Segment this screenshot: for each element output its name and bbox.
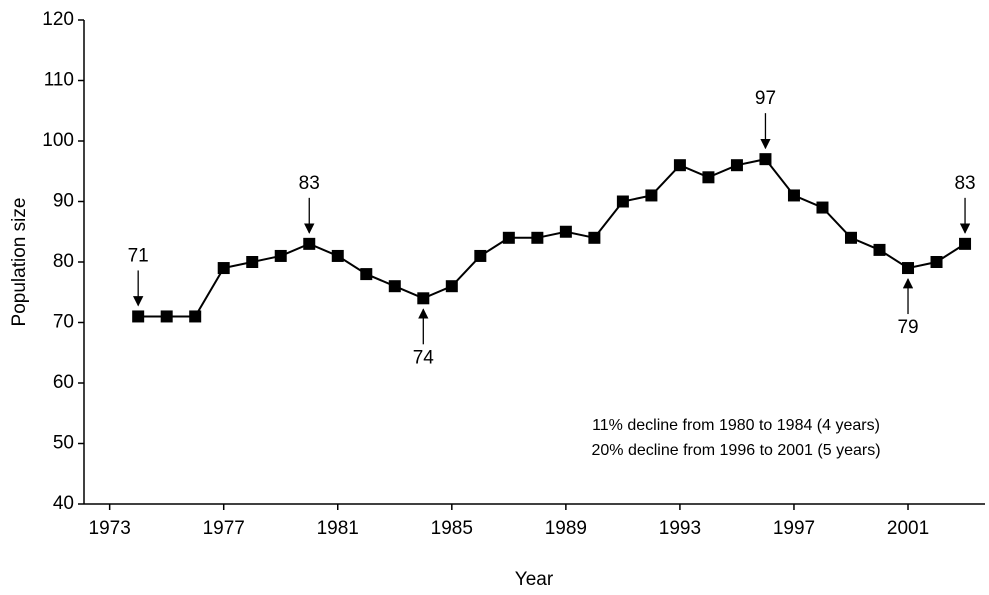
point-marker xyxy=(274,249,287,262)
x-tick-label: 1977 xyxy=(203,518,245,539)
point-marker xyxy=(959,237,972,250)
y-tick-label: 110 xyxy=(44,70,74,91)
point-marker xyxy=(246,256,259,268)
point-marker xyxy=(132,310,145,323)
point-marker xyxy=(331,249,344,262)
note: 20% decline from 1996 to 2001 (5 years) xyxy=(591,442,880,459)
point-marker xyxy=(673,159,686,172)
x-axis-title: Year xyxy=(515,569,554,590)
point-marker xyxy=(645,189,658,202)
point-marker xyxy=(759,153,772,166)
x-tick-label: 1973 xyxy=(89,518,131,539)
point-marker xyxy=(360,268,373,281)
point-marker xyxy=(702,171,715,184)
note: 11% decline from 1980 to 1984 (4 years) xyxy=(592,417,880,434)
annotation-label: 83 xyxy=(299,173,320,194)
point-marker xyxy=(930,256,943,268)
point-marker xyxy=(474,249,487,262)
x-tick-label: 1981 xyxy=(317,518,359,539)
point-marker xyxy=(502,231,515,244)
point-marker xyxy=(873,243,886,256)
point-marker xyxy=(902,262,915,275)
annotation-label: 97 xyxy=(755,88,776,109)
y-tick-label: 40 xyxy=(53,493,74,514)
x-tick-label: 1997 xyxy=(773,518,815,539)
x-tick-label: 2001 xyxy=(887,518,929,539)
series-line xyxy=(138,158,966,318)
point-marker xyxy=(531,231,544,244)
annotation-label: 83 xyxy=(954,173,975,194)
point-marker xyxy=(816,201,829,214)
point-marker xyxy=(730,159,743,172)
y-tick-label: 80 xyxy=(53,251,74,272)
point-marker xyxy=(588,231,601,244)
y-tick-label: 120 xyxy=(42,9,74,30)
point-marker xyxy=(217,262,230,275)
x-tick-label: 1989 xyxy=(545,518,587,539)
point-marker xyxy=(160,310,173,323)
point-marker xyxy=(417,292,430,305)
y-tick-label: 60 xyxy=(53,372,74,393)
y-axis-title: Population size xyxy=(9,198,30,327)
point-marker xyxy=(787,189,800,202)
point-marker xyxy=(616,195,629,208)
y-tick-label: 70 xyxy=(53,312,74,333)
point-marker xyxy=(559,225,572,238)
y-tick-label: 100 xyxy=(42,130,74,151)
annotation-label: 71 xyxy=(128,245,149,266)
x-tick-label: 1993 xyxy=(659,518,701,539)
annotation-label: 74 xyxy=(413,347,435,368)
x-tick-label: 1985 xyxy=(431,518,473,539)
point-marker xyxy=(445,280,458,293)
point-marker xyxy=(303,237,316,250)
point-marker xyxy=(388,280,401,293)
annotation-label: 79 xyxy=(897,317,918,338)
y-tick-label: 50 xyxy=(53,433,74,454)
point-marker xyxy=(844,231,857,244)
y-tick-label: 90 xyxy=(53,191,74,212)
point-marker xyxy=(189,310,202,323)
